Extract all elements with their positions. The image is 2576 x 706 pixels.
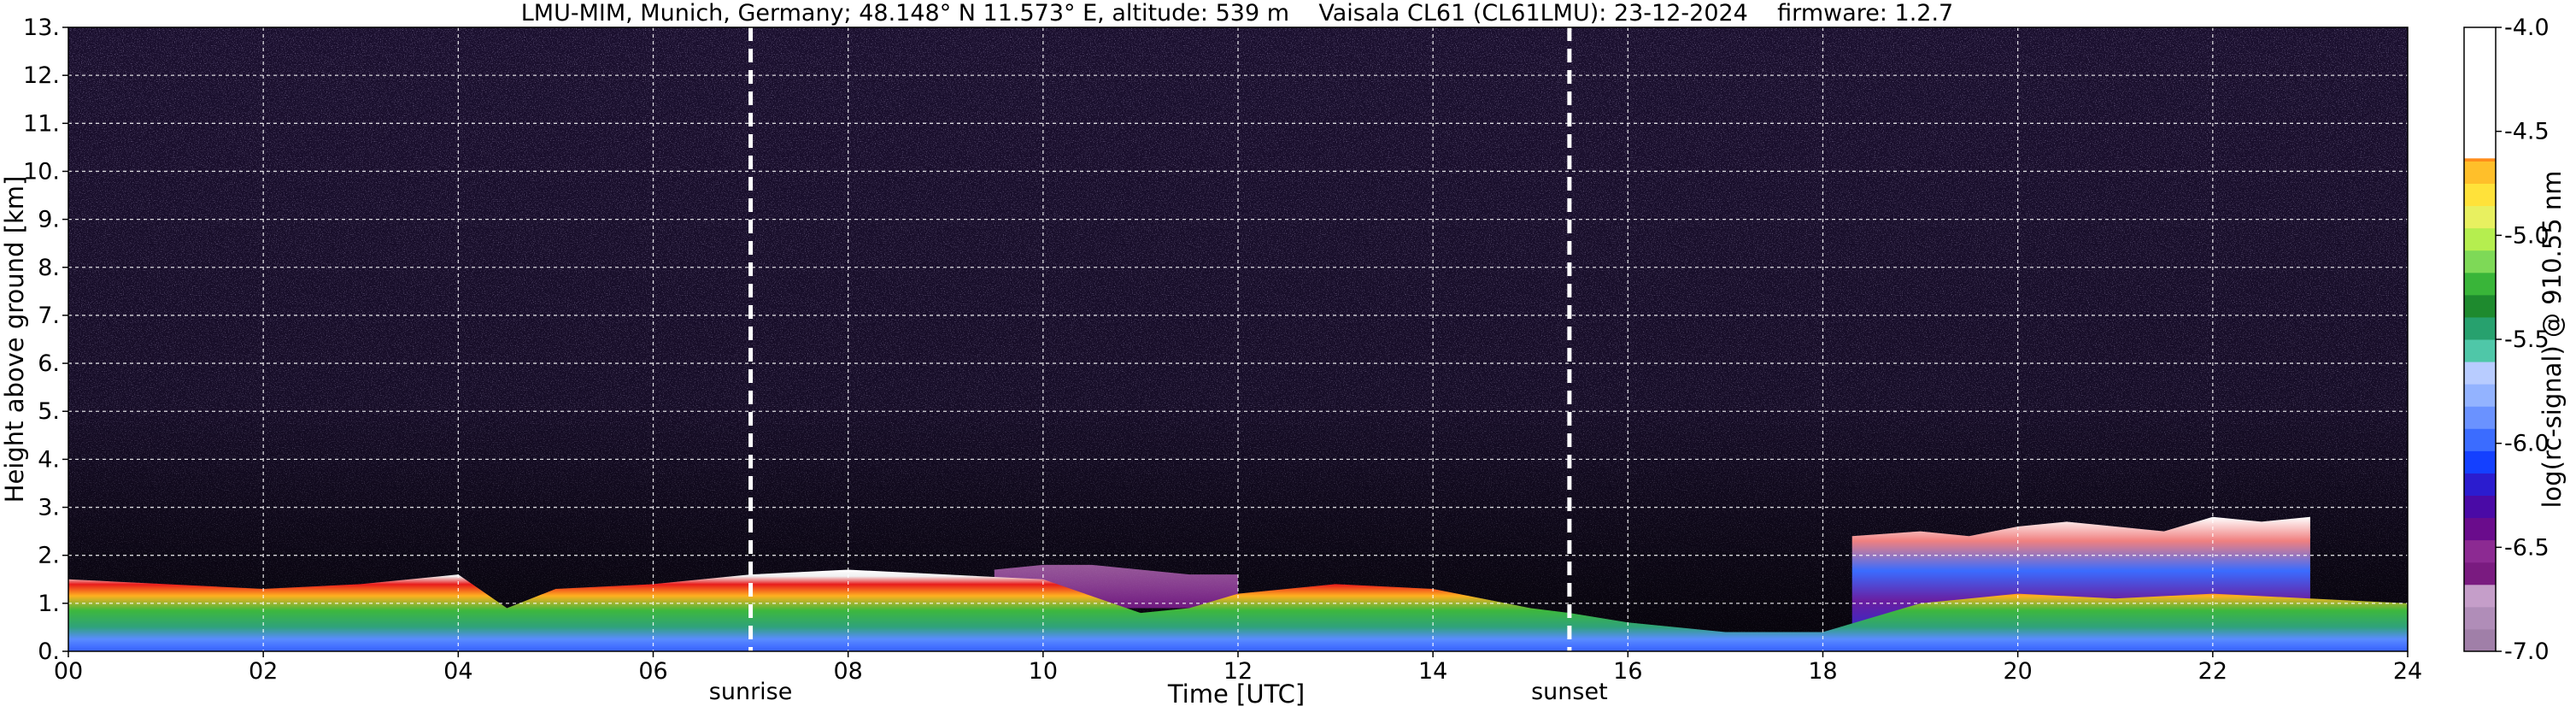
y-tick-label: 5. (38, 398, 60, 425)
colorbar-swatch (2464, 183, 2496, 207)
colorbar-tick-label: -6.0 (2504, 431, 2550, 457)
colorbar-swatch (2464, 562, 2496, 585)
colorbar-tick-label: -4.5 (2504, 119, 2550, 145)
colorbar-swatch (2464, 584, 2496, 608)
y-axis-ticks: 0. 1. 2. 3. 4. 5. 6. 7. 8. 9. 10. 11. 12. 13. (23, 15, 68, 665)
chart-title: LMU-MIM, Munich, Germany; 48.148° N 11.5… (521, 0, 1954, 26)
x-tick-label: 20 (2003, 658, 2032, 685)
colorbar-tick-label: -5.5 (2504, 327, 2550, 353)
colorbar-swatch (2464, 473, 2496, 496)
y-tick-label: 8. (38, 255, 60, 281)
colorbar-swatch (2464, 384, 2496, 407)
colorbar-swatch (2464, 406, 2496, 429)
x-tick-label: 10 (1029, 658, 1058, 685)
colorbar-swatch (2464, 495, 2496, 519)
colorbar-swatch (2464, 27, 2496, 159)
y-tick-label: 1. (38, 591, 60, 617)
y-tick-label: 9. (38, 207, 60, 233)
colorbar-swatch (2464, 272, 2496, 296)
y-tick-label: 3. (38, 495, 60, 521)
colorbar-swatch (2464, 362, 2496, 385)
x-tick-label: 02 (249, 658, 278, 685)
x-tick-label: 16 (1613, 658, 1642, 685)
colorbar-swatch (2464, 628, 2496, 652)
colorbar: -7.0 -6.5 -6.0 -5.5 -5.0 -4.5 -4.0 (2463, 15, 2550, 665)
y-tick-label: 2. (38, 543, 60, 569)
y-tick-label: 0. (38, 638, 60, 665)
x-tick-label: 08 (833, 658, 862, 685)
x-axis-ticks: 00 02 04 06 08 10 12 14 16 18 20 22 24 (54, 651, 2422, 685)
x-tick-label: 14 (1418, 658, 1447, 685)
x-tick-label: 22 (2198, 658, 2227, 685)
y-tick-label: 4. (38, 446, 60, 473)
x-tick-label: 24 (2393, 658, 2422, 685)
y-tick-label: 12. (23, 62, 60, 89)
colorbar-tick-label: -7.0 (2504, 638, 2550, 665)
grid-lines (68, 27, 2408, 651)
x-tick-label: 00 (54, 658, 83, 685)
colorbar-swatch (2464, 339, 2496, 362)
y-tick-label: 10. (23, 158, 60, 185)
y-axis-label: Height above ground [km] (0, 176, 29, 503)
plot-area (68, 27, 2408, 651)
colorbar-swatch (2464, 316, 2496, 340)
colorbar-swatch (2464, 428, 2496, 451)
colorbar-swatch (2464, 161, 2496, 184)
colorbar-swatch (2464, 517, 2496, 541)
y-tick-label: 11. (23, 110, 60, 137)
y-tick-label: 6. (38, 350, 60, 377)
colorbar-swatch (2464, 294, 2496, 318)
colorbar-swatch (2464, 227, 2496, 251)
colorbar-tick-label: -4.0 (2504, 15, 2550, 41)
colorbar-tick-label: -6.5 (2504, 534, 2550, 561)
annotation-label: sunrise (709, 679, 793, 705)
x-tick-label: 12 (1223, 658, 1253, 685)
colorbar-swatch (2464, 205, 2496, 229)
x-axis-label: Time [UTC] (1167, 680, 1305, 706)
sun-annotations: sunrise sunset (709, 679, 1608, 705)
colorbar-tick-label: -5.0 (2504, 222, 2550, 249)
annotation-label: sunset (1531, 679, 1608, 705)
x-tick-label: 04 (443, 658, 472, 685)
colorbar-label: log(rc-signal) @ 910.55 nm (2538, 170, 2567, 508)
x-tick-label: 06 (638, 658, 667, 685)
colorbar-swatch (2464, 250, 2496, 274)
colorbar-swatch (2464, 539, 2496, 563)
sun-lines (748, 27, 1572, 651)
colorbar-swatch (2464, 606, 2496, 630)
y-tick-label: 7. (38, 303, 60, 329)
x-tick-label: 18 (1808, 658, 1837, 685)
y-tick-label: 13. (23, 15, 60, 41)
colorbar-swatch (2464, 450, 2496, 474)
